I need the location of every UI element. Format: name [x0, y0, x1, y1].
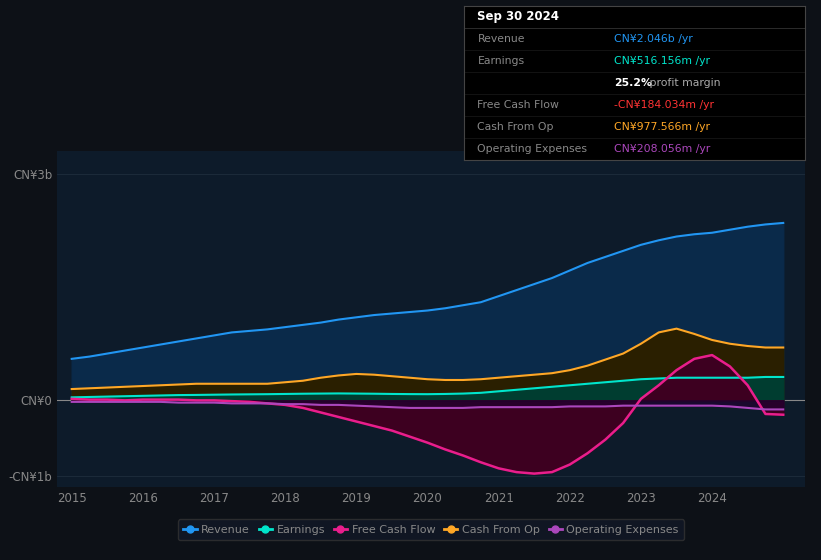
Text: profit margin: profit margin — [646, 78, 721, 87]
Text: CN¥977.566m /yr: CN¥977.566m /yr — [614, 122, 710, 132]
Text: CN¥208.056m /yr: CN¥208.056m /yr — [614, 143, 710, 153]
Legend: Revenue, Earnings, Free Cash Flow, Cash From Op, Operating Expenses: Revenue, Earnings, Free Cash Flow, Cash … — [177, 519, 685, 540]
Text: -CN¥184.034m /yr: -CN¥184.034m /yr — [614, 100, 713, 110]
Text: Cash From Op: Cash From Op — [478, 122, 554, 132]
Text: CN¥516.156m /yr: CN¥516.156m /yr — [614, 55, 710, 66]
Text: Revenue: Revenue — [478, 34, 525, 44]
Text: Operating Expenses: Operating Expenses — [478, 143, 588, 153]
Text: Free Cash Flow: Free Cash Flow — [478, 100, 559, 110]
Text: 25.2%: 25.2% — [614, 78, 652, 87]
Text: Sep 30 2024: Sep 30 2024 — [478, 10, 559, 23]
Text: Earnings: Earnings — [478, 55, 525, 66]
Text: CN¥2.046b /yr: CN¥2.046b /yr — [614, 34, 693, 44]
